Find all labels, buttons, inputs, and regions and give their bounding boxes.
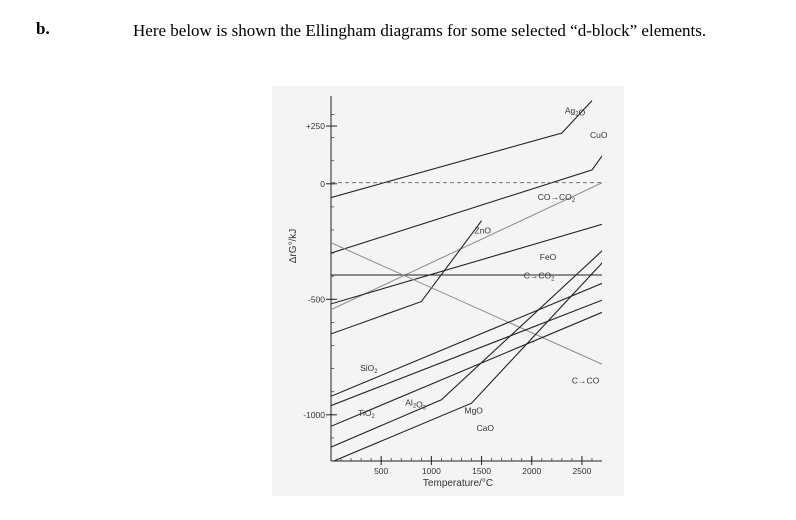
series-annotation: Al2O3 [405,398,427,412]
series-line [331,182,602,311]
series-annotation: CuO [590,130,608,140]
series-annotation: FeO [540,252,557,262]
chart-axes: +250 0 -500 -1000 500 1000 1500 2000 2500 [303,96,602,476]
series-line [331,223,602,305]
series-annotation: C→CO2 [524,271,555,283]
series-line [331,282,602,397]
series-annotation: ZnO [475,225,492,235]
chart-annotations: Ag2O CuO CO→CO2 ZnO FeO C→CO2 SiO2 C→CO TiO2 Al2O… [358,105,608,433]
x-tick-label: 1000 [422,466,441,476]
x-tick-label: 500 [374,466,388,476]
series-line [331,311,602,427]
series-line [331,242,602,365]
series-line [331,220,483,335]
series-annotation: CO→CO2 [538,192,576,204]
series-annotation: TiO2 [358,408,375,420]
y-tick-label: 0 [320,179,325,189]
x-tick-label: 2500 [572,466,591,476]
series-line [331,155,602,254]
chart-series [331,100,602,461]
ellingham-diagram: +250 0 -500 -1000 500 1000 1500 2000 2500 Ag2O Cu… [288,96,608,489]
series-line [332,262,602,461]
x-tick-label: 1500 [472,466,491,476]
y-axis-label: ΔrG°/kJ [288,229,299,264]
y-tick-label: +250 [306,121,325,131]
ellingham-figure: +250 0 -500 -1000 500 1000 1500 2000 2500 Ag2O Cu… [272,86,624,496]
x-tick-label: 2000 [522,466,541,476]
x-axis-label: Temperature/°C [423,478,493,489]
series-annotation: Ag2O [565,105,586,117]
series-annotation: CaO [477,423,495,433]
series-line [331,100,593,199]
series-annotation: SiO2 [360,363,378,375]
y-tick-label: -1000 [303,410,325,420]
y-tick-label: -500 [308,294,325,304]
series-annotation: C→CO [572,376,600,386]
series-line [331,299,602,407]
series-annotation: MgO [464,406,483,416]
series-line [331,250,602,448]
question-letter: b. [36,19,50,38]
question-text: Here below is shown the Ellingham diagra… [133,21,707,40]
